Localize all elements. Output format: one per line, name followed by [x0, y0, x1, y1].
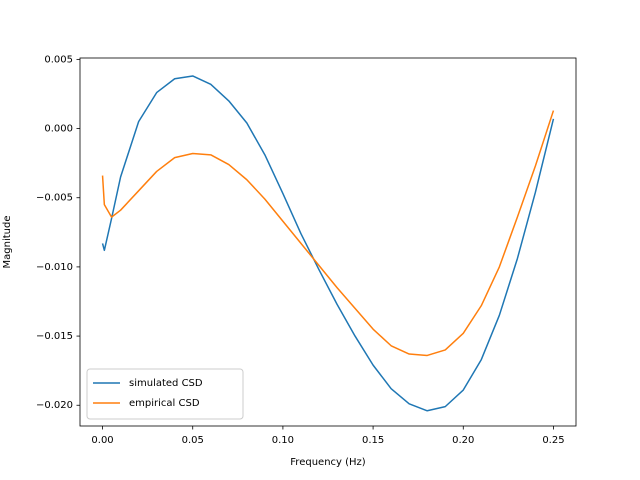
legend-label: empirical CSD — [129, 398, 200, 409]
x-tick-label: 0.00 — [91, 435, 113, 446]
series-line — [101, 75, 555, 412]
y-tick-label: −0.015 — [36, 331, 73, 342]
y-tick-label: −0.020 — [36, 400, 73, 411]
axes-frame — [79, 57, 577, 427]
legend-box — [86, 368, 244, 420]
y-tick-label: 0.005 — [44, 54, 73, 65]
x-tick-label: 0.15 — [362, 435, 384, 446]
x-tick-label: 0.10 — [272, 435, 294, 446]
y-tick-label: −0.005 — [36, 193, 73, 204]
y-tick-label: 0.000 — [44, 124, 73, 135]
x-axis-label: Frequency (Hz) — [290, 457, 366, 468]
series-line — [101, 110, 555, 357]
x-tick-label: 0.05 — [182, 435, 204, 446]
legend-label: simulated CSD — [129, 378, 203, 389]
x-tick-label: 0.25 — [542, 435, 564, 446]
y-tick-label: −0.010 — [36, 262, 73, 273]
x-tick-label: 0.20 — [452, 435, 474, 446]
y-axis-label: Magnitude — [2, 216, 13, 269]
